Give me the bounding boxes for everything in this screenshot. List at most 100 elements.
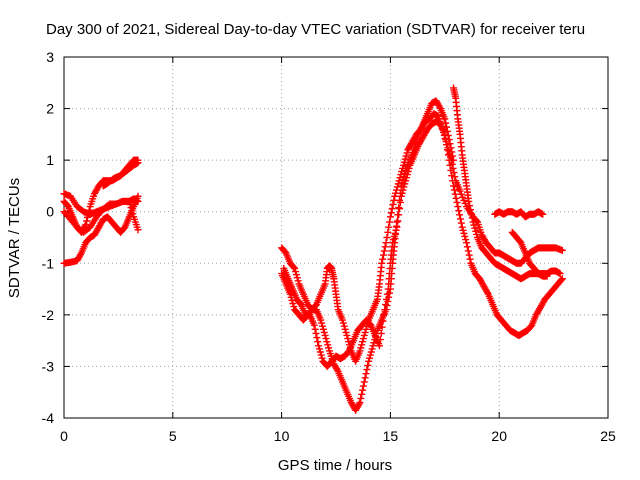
y-tick-label-0: 0 xyxy=(46,204,54,220)
data-point xyxy=(461,232,469,240)
data-point xyxy=(314,338,322,346)
data-point xyxy=(463,239,471,247)
data-point xyxy=(447,166,455,174)
data-point xyxy=(316,348,324,356)
data-point xyxy=(398,179,406,187)
data-point xyxy=(446,140,454,148)
data-point xyxy=(399,176,407,184)
data-point xyxy=(556,270,564,278)
data-point xyxy=(287,293,295,301)
data-point xyxy=(358,341,366,349)
data-point xyxy=(400,173,408,181)
data-point xyxy=(291,264,299,272)
data-point xyxy=(366,351,374,359)
data-point xyxy=(459,226,467,234)
data-point xyxy=(358,390,366,398)
data-point xyxy=(387,209,395,217)
data-point xyxy=(317,351,325,359)
data-point xyxy=(456,215,464,223)
data-point xyxy=(451,173,459,181)
data-point xyxy=(339,316,347,324)
data-point xyxy=(315,345,323,353)
data-point xyxy=(359,382,367,390)
data-point xyxy=(539,210,547,218)
axes: 0 5 10 15 20 25 -4 -3 -2 -1 0 1 2 3 xyxy=(42,49,616,444)
data-point xyxy=(384,228,392,236)
data-point xyxy=(359,338,367,346)
data-point xyxy=(379,251,387,259)
data-point xyxy=(319,325,327,333)
data-point xyxy=(466,202,474,210)
data-point xyxy=(83,217,91,225)
data-point xyxy=(394,211,402,219)
data-point xyxy=(84,213,92,221)
data-point xyxy=(454,203,462,211)
data-point xyxy=(362,370,370,378)
plot-frame xyxy=(63,56,609,419)
data-point xyxy=(134,192,142,200)
data-point xyxy=(385,223,393,231)
data-point xyxy=(386,218,394,226)
series-trace-c xyxy=(60,192,142,267)
data-point xyxy=(125,197,133,205)
data-point xyxy=(462,236,470,244)
data-point xyxy=(543,272,551,280)
data-point xyxy=(445,136,453,144)
data-point xyxy=(364,361,372,369)
data-point xyxy=(460,229,468,237)
data-point xyxy=(340,322,348,330)
data-point xyxy=(356,399,364,407)
data-point xyxy=(355,400,363,408)
data-point xyxy=(483,289,491,297)
data-point xyxy=(356,347,364,355)
data-point xyxy=(442,119,450,127)
y-tick-label-1: 1 xyxy=(46,152,54,168)
data-point xyxy=(392,186,400,194)
data-point xyxy=(444,131,452,139)
data-point xyxy=(368,345,376,353)
data-point xyxy=(441,115,449,123)
data-point xyxy=(380,247,388,255)
data-point xyxy=(81,222,89,230)
data-point xyxy=(450,182,458,190)
data-point xyxy=(294,277,302,285)
data-point xyxy=(293,274,301,282)
data-point xyxy=(464,247,472,255)
data-point xyxy=(292,271,300,279)
data-point xyxy=(317,316,325,324)
data-point xyxy=(444,151,452,159)
data-point xyxy=(453,198,461,206)
series-trace-h xyxy=(278,97,458,414)
data-point xyxy=(359,335,367,343)
data-point xyxy=(310,321,318,329)
data-point xyxy=(558,275,566,283)
data-point xyxy=(371,336,379,344)
data-point xyxy=(311,325,319,333)
data-point xyxy=(402,152,410,160)
data-point xyxy=(450,186,458,194)
y-axis-label: SDTVAR / TECUs xyxy=(6,178,23,298)
data-point xyxy=(369,342,377,350)
data-point xyxy=(318,354,326,362)
data-point xyxy=(446,161,454,169)
data-point xyxy=(396,189,404,197)
data-point xyxy=(466,255,474,263)
series-trace-l xyxy=(491,208,547,221)
y-tick-label--2: -2 xyxy=(42,307,55,323)
data-point xyxy=(370,339,378,347)
data-point xyxy=(388,205,396,213)
data-point xyxy=(382,306,390,314)
data-point xyxy=(345,338,353,346)
data-point xyxy=(394,217,402,225)
data-point xyxy=(376,342,384,350)
data-point xyxy=(456,211,464,219)
data-point xyxy=(395,204,403,212)
data-point xyxy=(399,161,407,169)
data-point xyxy=(558,246,566,254)
data-point xyxy=(473,217,481,225)
data-point xyxy=(443,127,451,135)
data-point xyxy=(393,183,401,191)
data-point xyxy=(362,325,370,333)
x-tick-label-0: 0 xyxy=(60,428,68,444)
